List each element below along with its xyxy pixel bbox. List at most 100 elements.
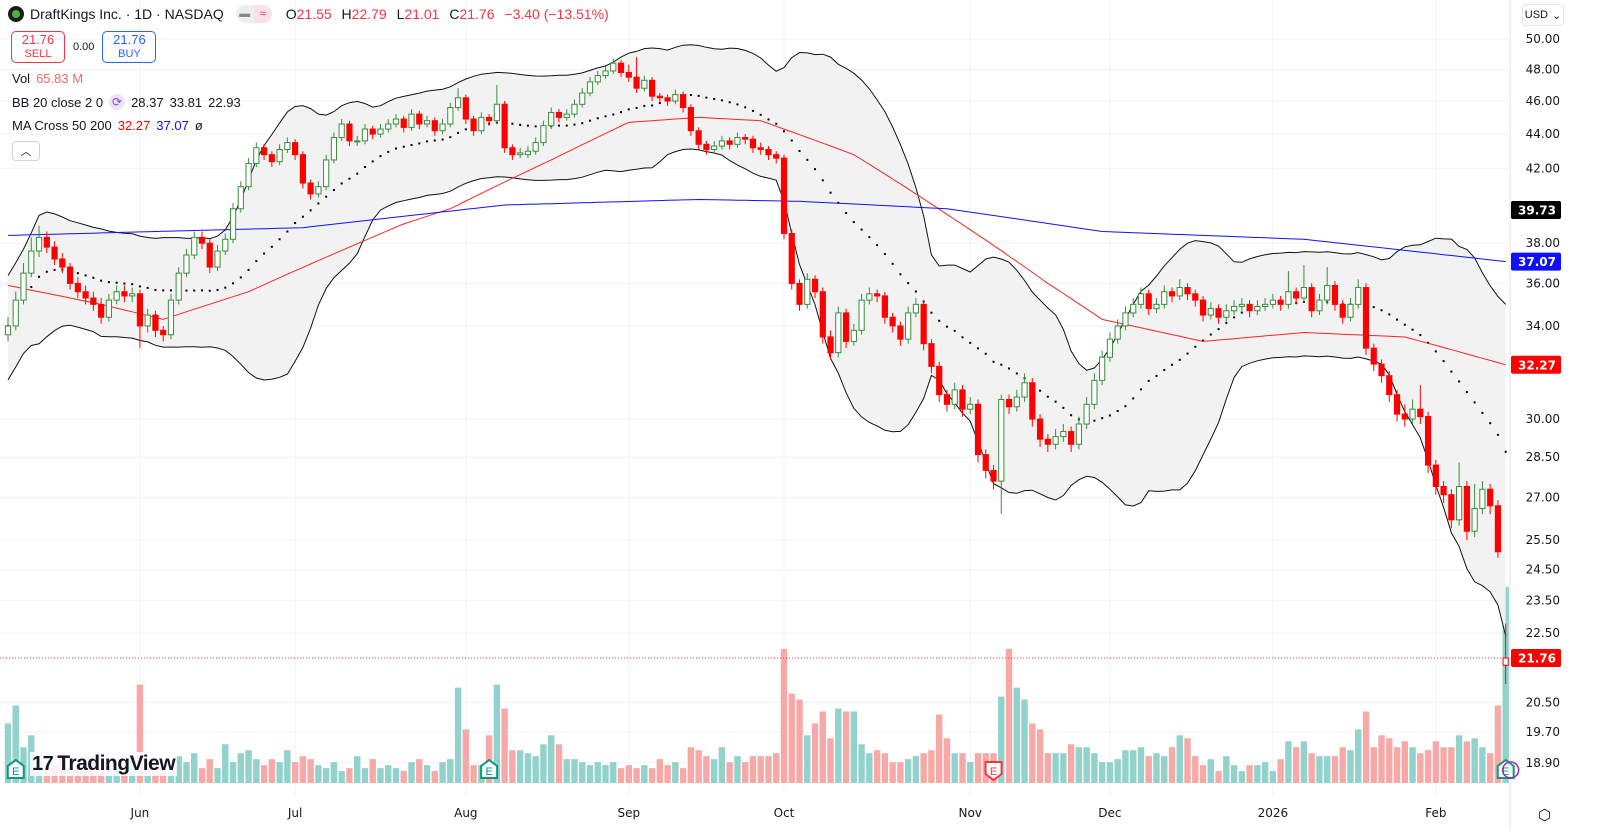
volume-bar <box>214 768 221 783</box>
minus-icon[interactable]: ▬ <box>235 5 254 23</box>
approx-icon[interactable]: ≈ <box>253 5 272 23</box>
candle-body <box>1153 303 1160 310</box>
currency-select[interactable]: USD ⌄ <box>1522 4 1564 26</box>
dividend-marker-icon <box>1501 761 1520 779</box>
bb-basis-dot <box>1372 306 1375 309</box>
candle-body <box>1199 299 1207 316</box>
x-tick-label: Nov <box>959 806 982 820</box>
bb-basis-dot <box>1139 388 1142 391</box>
bb-basis-dot <box>418 142 421 145</box>
bb-basis-dot <box>938 319 941 322</box>
bb-basis-dot <box>131 283 134 286</box>
volume-bar <box>1060 753 1067 783</box>
price-label: 21.76 <box>1518 651 1556 665</box>
bb-basis-dot <box>1124 405 1127 408</box>
volume-legend[interactable]: Vol 65.83 M <box>12 71 83 86</box>
volume-bar <box>206 759 213 783</box>
volume-bar <box>1145 756 1152 783</box>
bb-basis-dot <box>426 140 429 143</box>
price-label-box <box>1511 648 1561 667</box>
ohlc-readout: O21.55 H22.79 L21.01 C21.76 −3.40 (−13.5… <box>286 6 612 22</box>
volume-bar <box>501 708 508 783</box>
candle-body <box>1331 284 1339 305</box>
volume-bar <box>462 729 470 783</box>
earnings-marker[interactable]: E <box>6 758 25 779</box>
bb-basis-dot <box>837 201 840 204</box>
symbol-title[interactable]: DraftKings Inc. · 1D · NASDAQ <box>30 6 224 22</box>
volume-bar <box>245 750 252 783</box>
bb-basis-dot <box>1450 370 1453 373</box>
bb-label: BB 20 close 2 0 <box>12 94 104 110</box>
collapse-legend-button[interactable]: ︿ <box>12 141 40 161</box>
time-axis[interactable]: Jun Jul Aug Sep Oct Nov Dec 2026 Feb <box>130 806 1447 820</box>
volume-bar <box>4 723 12 783</box>
price-axis[interactable]: 50.00 48.00 46.00 44.00 42.00 38.00 36.00 34.00… <box>1511 32 1561 770</box>
earnings-label: E <box>12 766 19 778</box>
low-label: L <box>396 6 405 22</box>
candle-body <box>695 130 702 145</box>
volume-bar <box>757 756 764 783</box>
candle-body <box>12 299 19 327</box>
volume-bar <box>679 768 687 783</box>
volume-bar <box>881 753 889 783</box>
y-tick-label: 36.00 <box>1526 276 1560 290</box>
ma-legend[interactable]: MA Cross 50 200 32.27 37.07 ø <box>12 118 203 133</box>
bb-basis-dot <box>1396 318 1399 321</box>
candle-body <box>1432 464 1439 488</box>
volume-bar <box>835 708 842 783</box>
volume-bar <box>734 756 741 783</box>
refresh-icon[interactable]: ⟳ <box>109 94 126 110</box>
tradingview-logo[interactable]: 17 TradingView <box>30 752 178 776</box>
candle-body <box>742 136 749 140</box>
bb-basis-dot <box>162 289 165 292</box>
volume-bar <box>1339 747 1346 783</box>
bb-basis-dot <box>1411 328 1414 331</box>
volume-bar <box>1261 762 1269 783</box>
y-tick-label: 27.00 <box>1526 490 1560 504</box>
bb-basis-dot <box>907 282 910 285</box>
volume-bar <box>586 765 594 783</box>
candle-body <box>1044 438 1051 445</box>
sell-button[interactable]: 21.76 SELL <box>11 31 65 63</box>
volume-bar <box>191 753 198 783</box>
bb-basis-dot <box>728 101 731 104</box>
volume-bar <box>447 759 454 783</box>
x-tick-label: Oct <box>774 806 795 820</box>
volume-bar <box>1308 753 1315 783</box>
volume-bar <box>330 762 338 783</box>
volume-bar <box>1300 741 1308 783</box>
bb-legend[interactable]: BB 20 close 2 0 ⟳ 28.37 33.81 22.93 <box>12 94 241 110</box>
volume-bar <box>1199 765 1207 783</box>
candle-body <box>1052 436 1059 445</box>
volume-bar <box>780 648 788 783</box>
candle-body <box>680 94 687 109</box>
volume-bar <box>912 756 920 783</box>
volume-bar <box>509 750 516 783</box>
earnings-marker[interactable]: E <box>984 761 1003 782</box>
bb-basis-dot <box>930 311 933 314</box>
earnings-marker[interactable]: E <box>480 758 499 779</box>
buy-button[interactable]: 21.76 BUY <box>102 31 157 63</box>
price-label-box <box>1511 201 1561 220</box>
candle-body <box>486 116 493 122</box>
chart-mode-toggle[interactable]: ▬ ≈ <box>235 5 272 23</box>
volume-bar <box>229 762 237 783</box>
candle-body <box>354 140 361 143</box>
volume-bar <box>1223 756 1230 783</box>
volume-bar <box>1448 747 1455 783</box>
settings-icon[interactable]: ⬡ <box>1538 807 1552 824</box>
volume-bar <box>1355 729 1362 783</box>
candle-body <box>454 97 462 109</box>
volume-bar <box>1005 648 1013 783</box>
volume-bar <box>198 768 206 783</box>
candle-body <box>1207 308 1214 316</box>
volume-bar <box>1486 753 1494 783</box>
volume-bar <box>516 750 524 783</box>
price-label: 37.07 <box>1518 255 1556 269</box>
candle-body <box>175 272 182 301</box>
bb-basis-dot <box>1178 358 1181 361</box>
candle-body <box>323 159 330 188</box>
bb-basis-dot <box>1202 339 1205 342</box>
